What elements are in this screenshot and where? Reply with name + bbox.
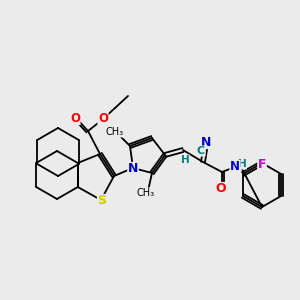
Text: CH₃: CH₃ [106,127,124,137]
Text: N: N [230,160,240,173]
Text: O: O [216,182,226,196]
Text: H: H [181,155,189,165]
Text: C: C [197,146,205,156]
Text: H: H [238,159,246,169]
Text: N: N [128,163,138,176]
Text: N: N [201,136,211,148]
Text: S: S [98,194,106,208]
Text: O: O [98,112,108,125]
Text: CH₃: CH₃ [137,188,155,198]
Text: O: O [70,112,80,124]
Text: F: F [258,158,266,170]
